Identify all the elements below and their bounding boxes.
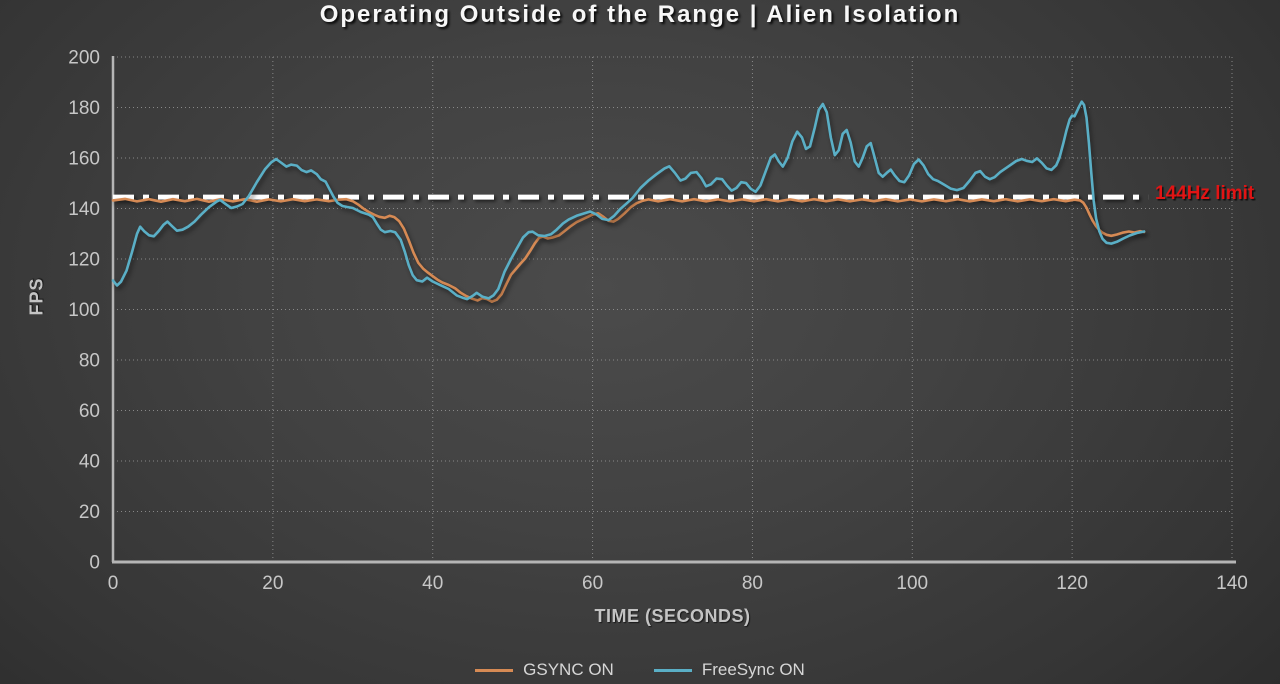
y-tick-label-0: 0 xyxy=(89,553,100,574)
x-tick-label-140: 140 xyxy=(1216,573,1248,594)
y-tick-label-60: 60 xyxy=(79,401,100,422)
freesync-line-swatch xyxy=(653,668,692,672)
gsync-line-swatch xyxy=(475,668,514,672)
y-axis-title: FPS xyxy=(26,277,47,316)
x-tick-label-40: 40 xyxy=(422,573,443,594)
x-tick-label-60: 60 xyxy=(582,573,603,594)
y-tick-label-80: 80 xyxy=(79,351,100,372)
x-tick-label-100: 100 xyxy=(896,573,928,594)
legend-label-gsync: GSYNC ON xyxy=(523,660,614,679)
legend-item-gsync: GSYNC ON xyxy=(475,660,614,680)
y-tick-label-120: 120 xyxy=(68,250,100,271)
x-axis-title: TIME (SECONDS) xyxy=(594,606,751,626)
y-tick-label-180: 180 xyxy=(68,98,100,119)
x-tick-label-20: 20 xyxy=(262,573,283,594)
y-tick-label-200: 200 xyxy=(68,48,100,69)
x-tick-label-80: 80 xyxy=(742,573,763,594)
y-tick-label-40: 40 xyxy=(79,452,100,473)
series-line-gsync xyxy=(111,197,1146,303)
chart-title: Operating Outside of the Range | Alien I… xyxy=(319,1,961,28)
y-tick-label-20: 20 xyxy=(79,502,100,523)
y-tick-label-160: 160 xyxy=(68,149,100,170)
y-tick-label-100: 100 xyxy=(68,300,100,321)
limit-label-144hz: 144Hz limit xyxy=(1155,183,1255,204)
series-line-freesync xyxy=(111,100,1146,301)
x-tick-label-0: 0 xyxy=(108,573,119,594)
x-tick-label-120: 120 xyxy=(1056,573,1088,594)
y-tick-label-140: 140 xyxy=(68,199,100,220)
legend: GSYNC ON FreeSync ON xyxy=(0,660,1280,680)
legend-item-freesync: FreeSync ON xyxy=(653,660,805,680)
legend-label-freesync: FreeSync ON xyxy=(701,660,805,679)
